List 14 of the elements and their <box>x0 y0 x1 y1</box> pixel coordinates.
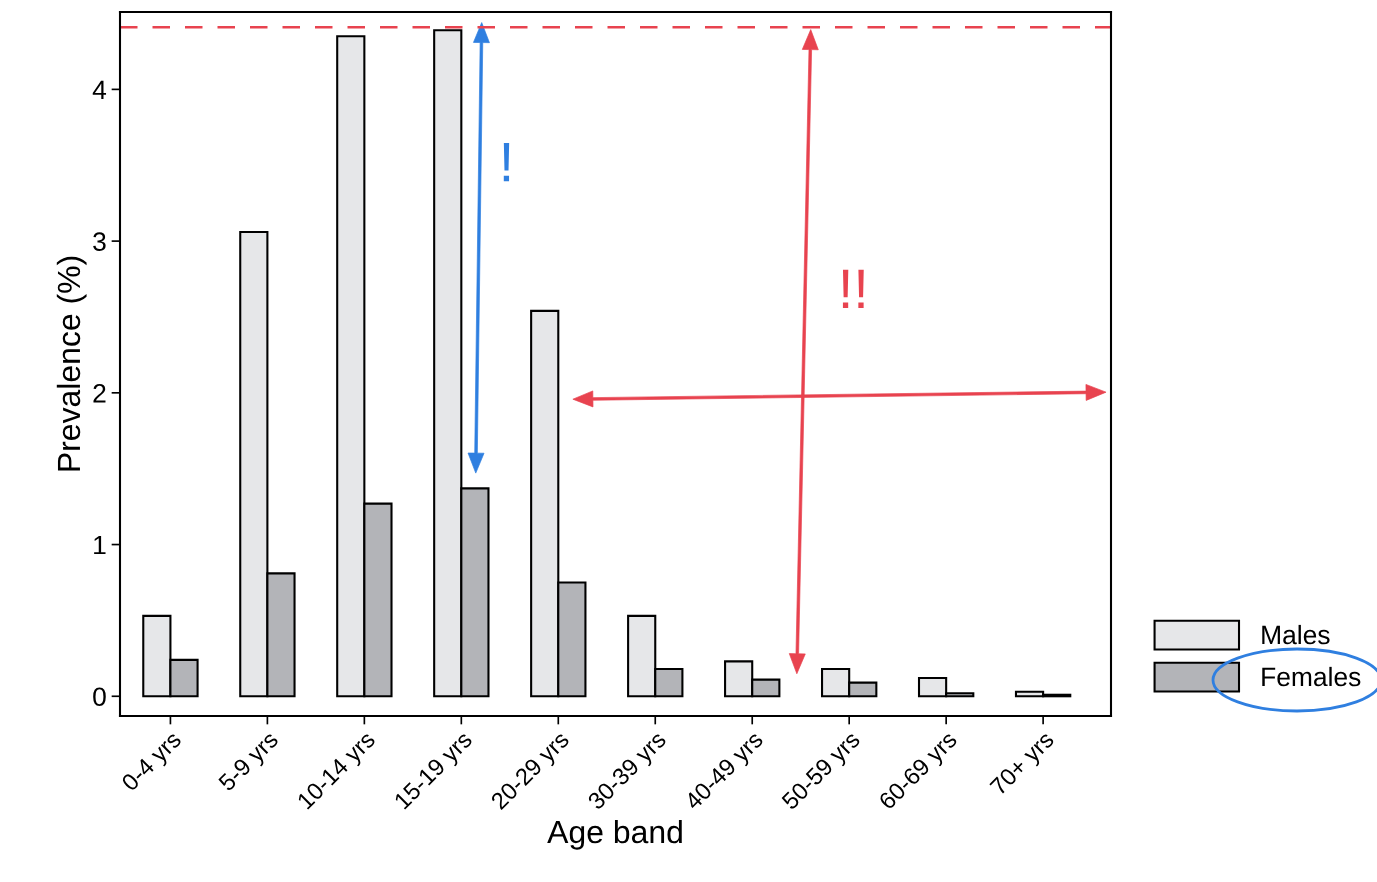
y-tick-label: 2 <box>93 383 106 403</box>
y-axis-title: Prevalence (%) <box>56 256 87 471</box>
annotation: ! <box>503 143 510 182</box>
x-tick-label: 0-4 yrs <box>120 730 186 796</box>
x-tick-label: 5-9 yrs <box>217 730 283 796</box>
x-tick-label: 70+ yrs <box>989 730 1059 800</box>
legend-label: Females <box>1262 666 1361 687</box>
legend-label: Males <box>1262 624 1330 645</box>
annotation: !! <box>842 269 864 308</box>
y-tick-label: 3 <box>93 232 106 251</box>
y-tick-label: 4 <box>92 80 107 99</box>
y-tick-label: 1 <box>94 535 106 555</box>
x-axis-title: Age band <box>547 819 682 850</box>
y-tick-label: 0 <box>93 687 106 707</box>
